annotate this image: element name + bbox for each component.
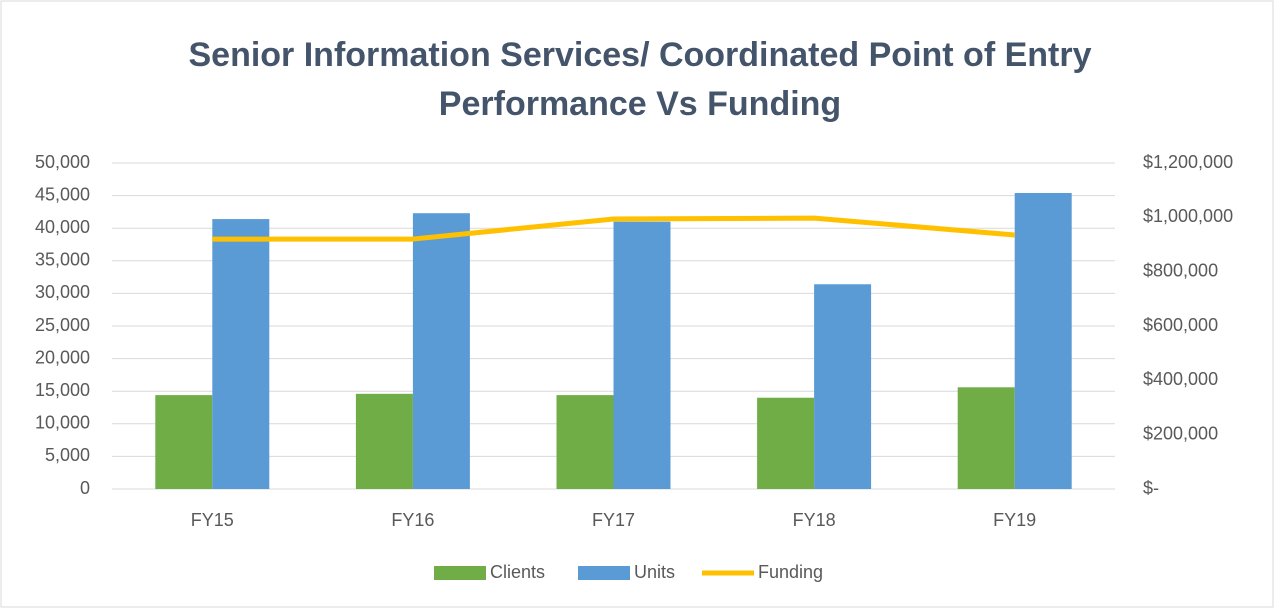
- x-tick-label: FY19: [993, 510, 1036, 530]
- y2-tick-label: $1,200,000: [1143, 152, 1233, 172]
- bar: [155, 395, 213, 489]
- y-tick-label: 5,000: [45, 445, 90, 465]
- legend-label: Units: [634, 562, 675, 582]
- bar: [355, 393, 413, 489]
- y-tick-label: 30,000: [35, 282, 90, 302]
- y-tick-label: 35,000: [35, 250, 90, 270]
- chart-title: Performance Vs Funding: [439, 85, 841, 123]
- legend-swatch: [434, 566, 486, 580]
- y-tick-label: 15,000: [35, 380, 90, 400]
- bar: [556, 395, 614, 489]
- y-tick-label: 0: [80, 478, 90, 498]
- legend-label: Clients: [490, 562, 545, 582]
- bar: [757, 397, 815, 489]
- y2-tick-label: $800,000: [1143, 260, 1218, 280]
- chart-title: Senior Information Services/ Coordinated…: [188, 36, 1091, 74]
- bar: [957, 387, 1015, 489]
- y2-tick-label: $200,000: [1143, 423, 1218, 443]
- y2-tick-label: $1,000,000: [1143, 206, 1233, 226]
- y-tick-label: 45,000: [35, 184, 90, 204]
- y2-tick-label: $400,000: [1143, 369, 1218, 389]
- x-tick-label: FY17: [592, 510, 635, 530]
- y-tick-label: 10,000: [35, 413, 90, 433]
- bar: [412, 213, 470, 490]
- x-tick-label: FY16: [391, 510, 434, 530]
- legend-label: Funding: [758, 562, 823, 582]
- bar: [613, 221, 671, 489]
- y-tick-label: 40,000: [35, 217, 90, 237]
- legend-swatch: [578, 566, 630, 580]
- bar: [212, 219, 270, 489]
- bar: [1014, 192, 1072, 489]
- y2-tick-label: $600,000: [1143, 315, 1218, 335]
- y-tick-label: 25,000: [35, 315, 90, 335]
- y2-tick-label: $-: [1143, 478, 1159, 498]
- y-tick-label: 20,000: [35, 347, 90, 367]
- x-tick-label: FY18: [793, 510, 836, 530]
- bar: [814, 284, 872, 489]
- x-tick-label: FY15: [191, 510, 234, 530]
- y-tick-label: 50,000: [35, 152, 90, 172]
- line: [212, 215, 1015, 242]
